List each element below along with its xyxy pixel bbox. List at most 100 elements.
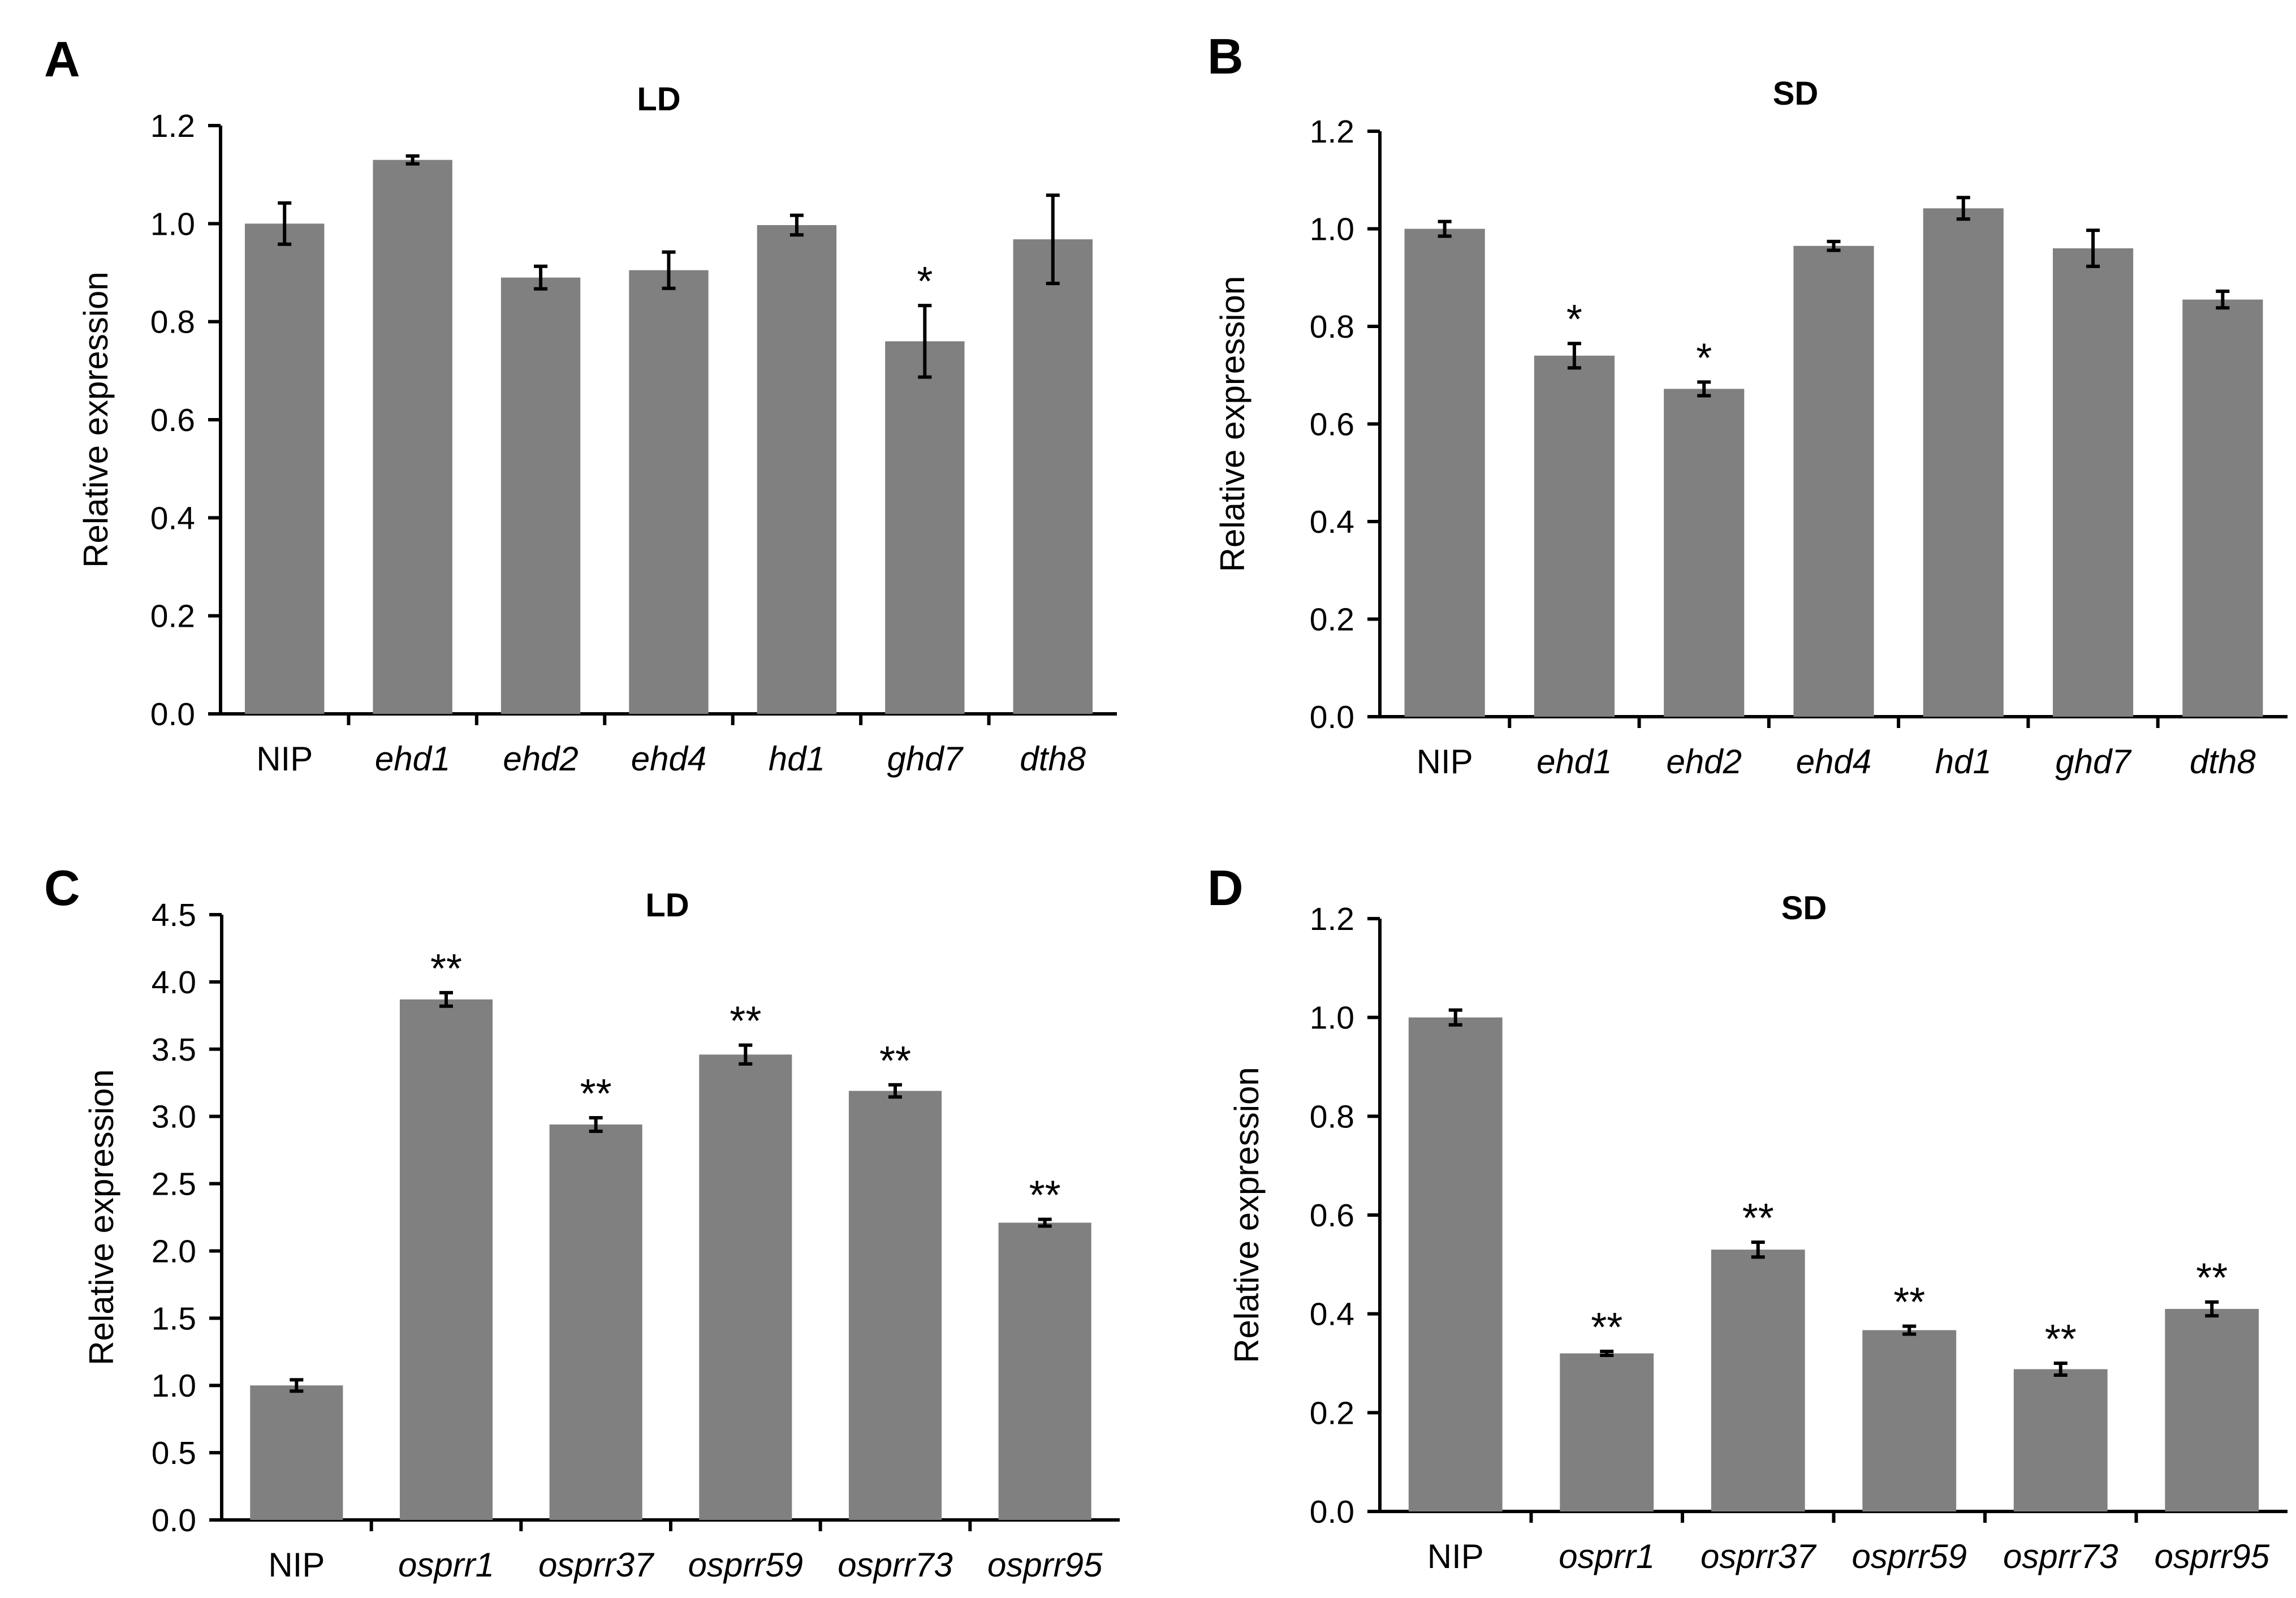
bar [2165, 1308, 2259, 1511]
y-tick-label: 0.5 [152, 1435, 196, 1471]
y-tick-label: 1.2 [1310, 114, 1354, 150]
y-tick-label: 0.8 [150, 304, 195, 341]
chart-panel-a: A LD Relative expression 0.0 0.2 0.4 0.6 0.8 1.0… [44, 31, 1117, 778]
significance-mark: * [1696, 335, 1712, 381]
x-category-label: osprr1 [398, 1546, 494, 1584]
y-tick-label: 0.2 [1310, 1395, 1354, 1431]
y-tick-label: 0.6 [1310, 1198, 1354, 1234]
x-category-label: osprr73 [838, 1546, 952, 1584]
bar [500, 277, 581, 714]
y-tick-label: 1.0 [152, 1368, 196, 1404]
panel-letter: D [1207, 860, 1244, 916]
bar [2013, 1369, 2108, 1511]
y-axis-label: Relative expression [1214, 276, 1251, 572]
x-category-label: ehd2 [1666, 743, 1741, 781]
y-tick-label: 0.4 [1310, 504, 1354, 540]
x-category-label: NIP [1417, 743, 1473, 781]
y-tick-label: 0.6 [150, 402, 195, 438]
significance-mark: ** [1742, 1196, 1774, 1241]
bar [1534, 355, 1615, 717]
significance-mark: * [917, 259, 933, 304]
chart-title: LD [637, 81, 680, 118]
y-tick-label: 2.0 [152, 1233, 196, 1269]
y-tick-label: 3.0 [152, 1099, 196, 1135]
chart-panel-c: C LD Relative expression 0.0 0.5 1.0 1.5 2.0 2.5… [44, 860, 1120, 1584]
bar [1711, 1250, 1805, 1511]
panel-letter: C [44, 860, 80, 916]
x-category-label: ghd7 [2055, 743, 2132, 781]
bar [245, 223, 325, 714]
x-category-label: ehd4 [631, 740, 706, 778]
y-tick-label: 0.4 [150, 500, 195, 536]
y-axis-label: Relative expression [83, 1069, 120, 1366]
bar [2052, 248, 2134, 717]
y-tick-label: 1.2 [150, 108, 195, 144]
y-tick-label: 1.0 [1310, 212, 1354, 248]
chart-title: SD [1773, 75, 1819, 112]
y-tick-label: 0.0 [152, 1502, 196, 1539]
bar [1013, 239, 1093, 714]
x-category-label: osprr59 [1852, 1537, 1967, 1575]
bar [885, 341, 965, 714]
y-tick-label: 0.2 [1310, 602, 1354, 638]
bar [629, 270, 709, 714]
significance-mark: ** [430, 946, 462, 992]
y-tick-label: 1.2 [1310, 901, 1354, 937]
y-tick-label: 0.2 [150, 598, 195, 635]
bar [757, 225, 837, 714]
x-category-label: osprr37 [538, 1546, 655, 1584]
bar [1664, 389, 1745, 717]
x-category-label: dth8 [1020, 740, 1086, 778]
x-category-label: NIP [268, 1546, 325, 1584]
bar [998, 1222, 1091, 1520]
bar [373, 160, 452, 714]
x-category-label: dth8 [2190, 743, 2256, 781]
x-category-label: osprr95 [987, 1546, 1103, 1584]
y-tick-label: 0.8 [1310, 309, 1354, 345]
y-tick-label: 3.5 [152, 1032, 196, 1068]
y-tick-label: 0.8 [1310, 1099, 1354, 1135]
significance-mark: ** [730, 999, 761, 1044]
y-tick-label: 4.0 [152, 964, 196, 1001]
bar [250, 1385, 343, 1520]
bar [1862, 1330, 1957, 1511]
y-tick-label: 0.0 [1310, 699, 1354, 735]
significance-mark: ** [1893, 1280, 1925, 1325]
x-category-label: hd1 [1935, 743, 1992, 781]
bar [399, 999, 493, 1520]
panel-letter: B [1207, 28, 1244, 84]
x-category-label: ghd7 [887, 740, 964, 778]
bar [2182, 299, 2263, 717]
bar [1560, 1353, 1654, 1511]
y-axis-label: Relative expression [77, 272, 115, 568]
x-category-label: ehd4 [1796, 743, 1871, 781]
y-tick-label: 2.5 [152, 1166, 196, 1203]
x-category-label: osprr73 [2003, 1537, 2118, 1575]
y-tick-label: 0.0 [1310, 1494, 1354, 1530]
panel-letter: A [44, 31, 80, 87]
chart-panel-b: B SD Relative expression 0.0 0.2 0.4 0.6 0.8 1.0… [1207, 28, 2288, 781]
x-category-label: NIP [1427, 1537, 1484, 1575]
significance-mark: ** [1591, 1305, 1622, 1350]
chart-title: LD [645, 887, 689, 924]
y-tick-label: 1.5 [152, 1300, 196, 1337]
bar [1923, 208, 2004, 717]
bar [699, 1054, 792, 1520]
x-category-label: osprr37 [1701, 1537, 1817, 1575]
bar [1793, 245, 1874, 717]
significance-mark: ** [580, 1071, 612, 1117]
significance-mark: ** [2196, 1256, 2228, 1301]
x-category-label: NIP [256, 740, 313, 778]
y-tick-label: 1.0 [150, 206, 195, 242]
y-tick-label: 0.0 [150, 696, 195, 733]
y-axis-label: Relative expression [1228, 1067, 1266, 1363]
x-category-label: ehd1 [375, 740, 450, 778]
significance-mark: ** [2045, 1317, 2077, 1362]
x-category-label: osprr95 [2155, 1537, 2270, 1575]
x-category-label: osprr59 [688, 1546, 803, 1584]
bar [1408, 1017, 1503, 1511]
significance-mark: ** [879, 1039, 911, 1084]
bar [1404, 229, 1485, 717]
bar [549, 1124, 642, 1520]
